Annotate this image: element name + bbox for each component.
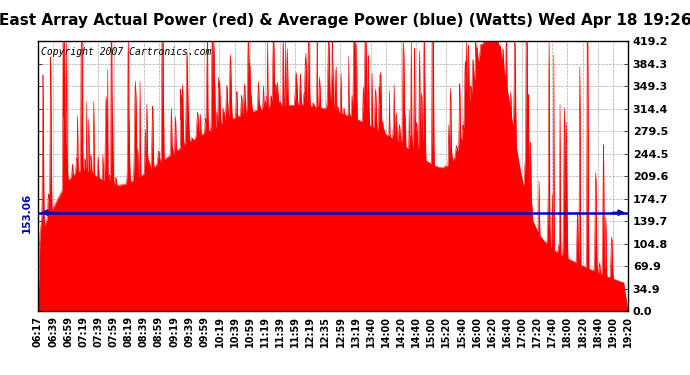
Text: East Array Actual Power (red) & Average Power (blue) (Watts) Wed Apr 18 19:26: East Array Actual Power (red) & Average …	[0, 13, 690, 28]
Text: Copyright 2007 Cartronics.com: Copyright 2007 Cartronics.com	[41, 46, 211, 57]
Text: 153.06: 153.06	[22, 192, 32, 233]
